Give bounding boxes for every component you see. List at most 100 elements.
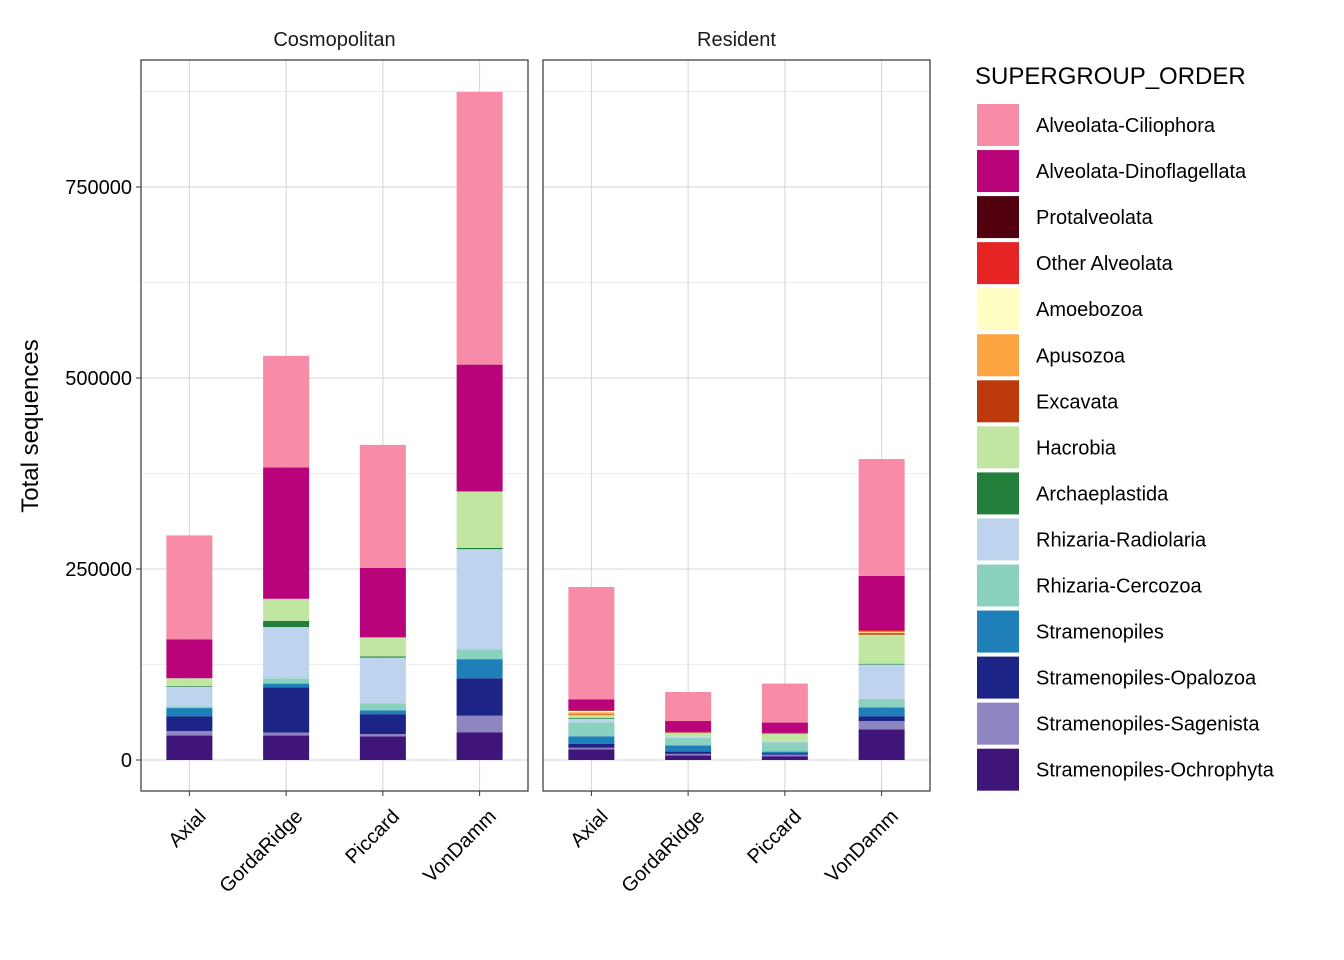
bar-segment [665,736,712,738]
bar-segment [858,664,905,699]
x-tick-label: Piccard [743,806,806,869]
legend-item: Stramenopiles-Ochrophyta [977,748,1275,791]
legend-item: Rhizaria-Radiolaria [977,518,1207,561]
bar-segment [665,755,712,760]
legend-label: Archaeplastida [1036,483,1169,505]
bar-segment [761,756,808,760]
x-tick-label: VonDamm [419,806,501,888]
bar-segment [665,751,712,754]
bar-segment [359,567,406,638]
bar-segment [568,714,615,716]
legend-key [977,702,1019,745]
panel-cosmopolitan: Axial GordaRidge Piccard VonDamm Cosmopolita… [65,29,529,897]
bar-segment [359,444,406,568]
bar-segment [568,749,615,760]
bar-segment [761,751,808,754]
bar-segment [858,663,905,665]
bar-segment [568,586,615,700]
bar-segment [456,547,503,550]
legend-label: Stramenopiles-Opalozoa [1036,668,1257,690]
x-tick-label: Axial [566,806,612,852]
legend-key [977,334,1019,377]
legend-key [977,518,1019,561]
legend-label: Stramenopiles-Sagenista [1036,714,1260,736]
bar-segment [359,734,406,737]
legend-label: Other Alveolata [1036,253,1174,275]
bar-segment [263,683,310,688]
legend-item: Apusozoa [977,334,1126,377]
bar-segment [568,709,615,711]
bar-segment [858,698,905,708]
legend-item: Protalveolata [977,196,1154,239]
bar-segment [263,467,310,599]
bar-segment [761,753,808,755]
bar-segment [359,714,406,735]
bar-segment [568,710,615,711]
bar-segment [858,629,905,631]
y-tick-label: 500000 [65,368,132,390]
legend-label: Rhizaria-Radiolaria [1036,529,1207,551]
bar-segment [263,735,310,760]
legend-item: Amoebozoa [977,288,1144,331]
legend-key [977,656,1019,699]
bar-Piccard [359,444,406,760]
bar-Axial [166,535,213,760]
bar-segment [761,683,808,723]
panel-title: Resident [697,29,776,51]
legend-label: Stramenopiles [1036,622,1164,644]
bar-segment [568,722,615,737]
legend-label: Hacrobia [1036,437,1117,459]
legend-title: SUPERGROUP_ORDER [975,63,1246,90]
bar-segment [359,657,406,704]
legend-key [977,242,1019,285]
bar-segment [665,732,712,737]
bar-segment [858,631,905,633]
bar-segment [166,535,213,640]
bar-segment [568,717,615,719]
legend-item: Stramenopiles [977,610,1164,653]
bar-segment [761,740,808,743]
panel-title: Cosmopolitan [273,29,395,51]
bar-segment [166,708,213,717]
bar-segment [456,678,503,716]
bar-segment [858,721,905,730]
bar-segment [858,729,905,760]
legend-item: Alveolata-Ciliophora [977,104,1216,146]
bar-segment [456,715,503,733]
legend-key [977,564,1019,607]
bar-segment [263,598,310,621]
legend-key [977,472,1019,515]
bar-segment [359,656,406,658]
bar-segment [665,737,712,746]
x-tick-label: GordaRidge [617,806,709,898]
legend-item: Excavata [977,380,1119,423]
bar-segment [166,678,213,686]
bar-segment [665,731,712,733]
bar-segment [858,633,905,635]
bar-segment [568,743,615,748]
bar-segment [359,637,406,657]
panels-layer: Axial GordaRidge Piccard VonDammCosmopolita… [65,29,931,898]
y-tick-label: 0 [121,750,132,772]
bar-segment [263,620,310,628]
legend-label: Excavata [1036,391,1119,413]
bar-segment [761,742,808,752]
legend-label: Apusozoa [1036,345,1126,367]
legend-key [977,150,1019,193]
legend-key [977,288,1019,331]
bar-segment [568,699,615,710]
panel-border [542,59,931,792]
y-tick-label: 250000 [65,559,132,581]
bar-segment [568,747,615,750]
legend-key [977,196,1019,239]
bar-segment [359,703,406,711]
legend-key [977,748,1019,791]
bar-Axial [568,586,615,760]
panel-resident: Axial GordaRidge Piccard VonDamm Resident [542,29,931,898]
bar-segment [166,706,213,709]
x-tick-label: Piccard [341,806,404,869]
bar-segment [568,736,615,744]
bar-segment [568,710,615,713]
bar-segment [456,649,503,660]
